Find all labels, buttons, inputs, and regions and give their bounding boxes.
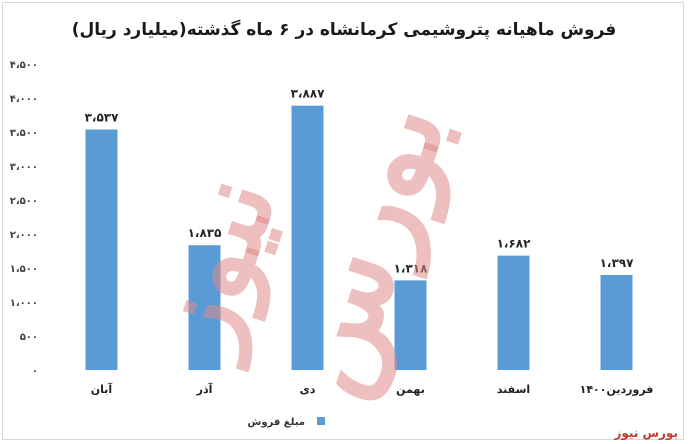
- data-label: ۳،۵۳۷: [85, 110, 120, 124]
- brand-logo-text: بورس نیوز: [614, 426, 678, 440]
- y-tick-label: ۳،۵۰۰: [10, 128, 38, 139]
- x-category-label: بهمن: [396, 383, 425, 396]
- x-category-label: آذر: [196, 382, 213, 396]
- bar: [188, 245, 221, 370]
- chart-frame: [2, 2, 684, 440]
- y-tick-label: ۳،۰۰۰: [10, 162, 38, 173]
- data-labels: ۳،۵۳۷ ۱،۸۳۵ ۳،۸۸۷ ۱،۳۱۸ ۱،۶۸۲ ۱،۳۹۷: [85, 87, 635, 276]
- y-tick-label: ۱،۰۰۰: [10, 298, 38, 309]
- bar: [497, 255, 530, 370]
- y-tick-label: ۲،۰۰۰: [10, 230, 38, 241]
- data-label: ۳،۸۸۷: [291, 87, 326, 101]
- data-label: ۱،۸۳۵: [188, 226, 222, 240]
- legend-swatch: [317, 417, 325, 425]
- y-tick-label: ۱،۵۰۰: [10, 264, 38, 275]
- y-axis-ticks: ۰ ۵۰۰ ۱،۰۰۰ ۱،۵۰۰ ۲،۰۰۰ ۲،۵۰۰ ۳،۰۰۰ ۳،۵۰۰ ۴،۰۰۰ ۴…: [10, 60, 38, 377]
- y-tick-label: ۰: [32, 366, 38, 377]
- data-label: ۱،۳۹۷: [600, 256, 635, 270]
- chart-title: فروش ماهیانه پتروشیمی کرمانشاه در ۶ ماه …: [72, 19, 617, 40]
- data-label: ۱،۳۱۸: [394, 261, 429, 275]
- y-tick-label: ۴،۰۰۰: [10, 94, 38, 105]
- x-category-label: دی: [300, 383, 316, 396]
- x-category-label: فروردین۱۴۰۰: [580, 383, 654, 396]
- x-axis-categories: آبان آذر دی بهمن اسفند فروردین۱۴۰۰: [91, 382, 654, 396]
- x-category-label: آبان: [91, 382, 113, 396]
- y-tick-label: ۲،۵۰۰: [10, 196, 38, 207]
- x-category-label: اسفند: [497, 383, 530, 396]
- y-tick-label: ۴،۵۰۰: [10, 60, 38, 71]
- bar: [291, 105, 324, 371]
- bar: [85, 129, 118, 370]
- bar: [600, 275, 633, 370]
- y-tick-label: ۵۰۰: [20, 332, 38, 343]
- legend: مبلغ فروش: [248, 417, 325, 428]
- bar: [394, 280, 427, 370]
- data-label: ۱،۶۸۲: [497, 237, 532, 251]
- bars: [85, 105, 633, 371]
- legend-label: مبلغ فروش: [248, 417, 305, 428]
